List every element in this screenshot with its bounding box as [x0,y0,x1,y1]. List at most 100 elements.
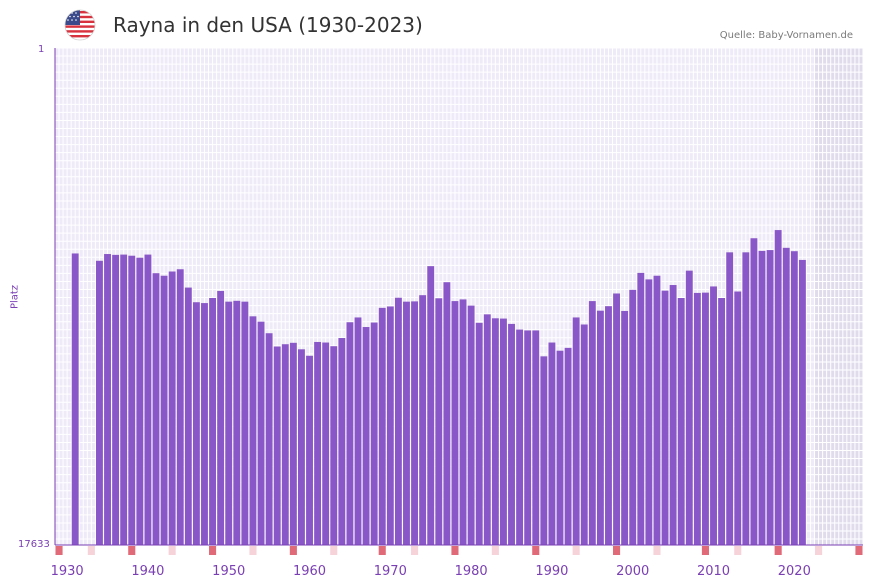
minor-marker [653,546,661,555]
decade-marker [209,546,217,555]
chart-title: Rayna in den USA (1930-2023) [113,13,423,37]
minor-marker [815,546,823,555]
bar-2000 [629,289,637,545]
x-tick-label-1930: 1930 [51,564,84,579]
bar-1943 [168,271,176,545]
bar-1970 [386,306,394,545]
bar-2019 [782,247,790,546]
bar-1968 [370,322,378,545]
bar-2004 [661,290,669,545]
bar-2013 [734,291,742,545]
bar-1957 [281,344,289,545]
bar-1974 [419,295,427,545]
x-tick-label-1950: 1950 [212,564,245,579]
minor-marker [168,546,176,555]
bar-2016 [758,250,766,545]
bar-1995 [588,301,596,545]
bar-1963 [330,346,338,545]
bar-1946 [192,302,200,545]
bar-1975 [427,266,435,545]
decade-marker [128,546,136,555]
bar-1990 [548,342,556,545]
bar-1967 [362,327,370,545]
minor-marker [491,546,499,555]
bar-1960 [306,355,313,545]
y-tick-label-top: 1 [38,44,45,55]
source-credit: Quelle: Baby-Vornamen.de [719,30,853,41]
bar-1992 [564,347,572,545]
decade-marker [378,546,386,555]
bar-1962 [322,342,330,545]
bar-1952 [241,301,249,545]
bar-1989 [540,356,548,545]
bar-1936 [112,254,120,545]
bar-1991 [556,350,564,545]
x-tick-label-1980: 1980 [455,564,488,579]
bar-1988 [532,330,540,545]
bar-2005 [669,285,677,545]
bar-1983 [491,318,499,545]
bar-2008 [693,292,701,545]
bar-1980 [467,305,475,545]
decade-marker [701,546,709,555]
bar-1956 [273,346,281,545]
minor-marker [572,546,580,555]
x-tick-label-2000: 2000 [616,564,649,579]
bar-1949 [217,290,225,545]
bar-1937 [120,254,128,545]
bar-1972 [403,301,410,545]
decade-marker [613,546,621,555]
bar-2018 [774,230,782,546]
decade-marker [289,546,297,555]
bar-1997 [605,306,612,545]
decade-marker [55,546,63,555]
bar-1965 [346,322,354,545]
bar-2007 [685,270,693,545]
x-tick-label-1990: 1990 [535,564,568,579]
minor-marker [87,546,95,555]
bar-1982 [483,314,491,545]
decade-marker [855,546,863,555]
bar-1969 [378,307,386,545]
bar-1953 [249,316,257,545]
bar-2006 [677,297,685,545]
x-tick-label-1970: 1970 [374,564,407,579]
bar-1994 [580,324,588,545]
x-tick-label-2020: 2020 [778,564,811,579]
minor-marker [330,546,338,555]
bar-1945 [184,287,192,545]
bar-2017 [766,250,774,545]
bar-1973 [411,301,418,545]
bar-1941 [152,273,160,545]
bar-2015 [750,238,758,545]
bar-2003 [653,275,661,545]
bar-1934 [96,260,103,545]
bar-1999 [621,310,629,545]
bar-2009 [702,292,709,545]
bar-1935 [104,254,111,545]
bar-1961 [314,341,322,545]
x-tick-label-2010: 2010 [697,564,730,579]
bar-1978 [451,301,459,545]
bar-2010 [710,286,717,545]
bar-2011 [718,297,726,545]
bar-1955 [265,333,273,545]
bar-1987 [524,330,532,545]
bar-1958 [289,342,297,545]
bar-1981 [475,322,483,545]
bar-1940 [144,254,152,545]
bar-1976 [435,298,443,545]
bar-1964 [338,338,346,545]
x-tick-label-1960: 1960 [293,564,326,579]
bar-1939 [136,257,144,545]
bar-1984 [500,318,507,545]
bar-1979 [459,299,467,545]
bar-1998 [613,293,620,545]
bar-1931 [71,253,79,545]
bar-2014 [742,252,750,545]
bar-1985 [508,323,515,545]
chart-header: Rayna in den USA (1930-2023) Quelle: Bab… [0,0,873,48]
y-tick-label-bottom: 17633 [18,539,50,550]
bar-1996 [596,310,604,545]
